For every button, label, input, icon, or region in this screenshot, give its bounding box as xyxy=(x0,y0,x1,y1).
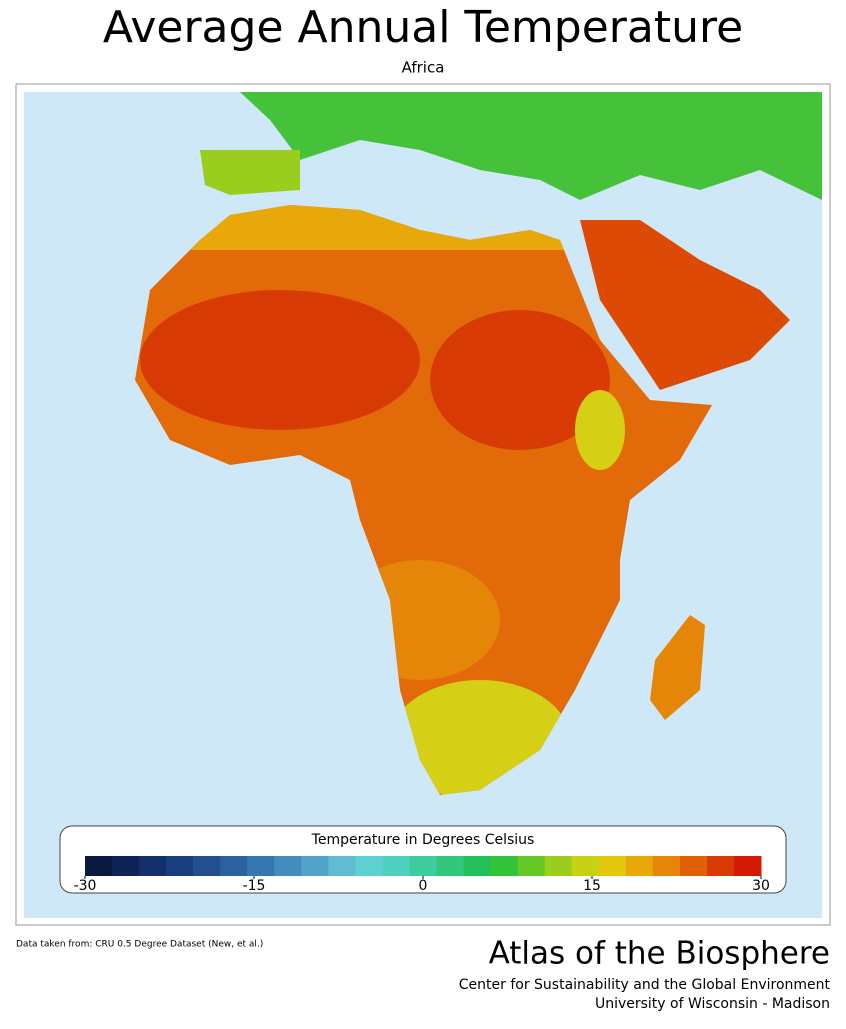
title: Average Annual Temperature xyxy=(103,2,743,53)
color-swatch xyxy=(220,856,248,876)
color-swatch xyxy=(436,856,465,876)
europe xyxy=(240,92,822,200)
color-swatch xyxy=(409,856,438,876)
color-swatch xyxy=(112,856,140,876)
source: Data taken from: CRU 0.5 Degree Dataset … xyxy=(16,940,263,950)
color-swatch xyxy=(463,856,492,876)
subtitle: Africa xyxy=(402,59,445,77)
colorbar: -30 -15 0 15 30 xyxy=(74,856,770,894)
color-swatch xyxy=(193,856,221,876)
color-swatch xyxy=(301,856,329,876)
tick-label: -15 xyxy=(243,878,266,894)
color-swatch xyxy=(382,856,410,876)
color-swatch xyxy=(355,856,383,876)
color-swatch xyxy=(85,856,113,876)
color-swatch xyxy=(571,856,600,876)
color-swatch xyxy=(274,856,302,876)
color-swatch xyxy=(652,856,681,876)
color-swatch xyxy=(706,856,735,876)
tick-label: -30 xyxy=(74,878,97,894)
color-swatch xyxy=(166,856,194,876)
color-swatch xyxy=(544,856,573,876)
brand: Atlas of the Biosphere xyxy=(489,936,830,972)
color-swatch xyxy=(247,856,275,876)
color-swatch xyxy=(598,856,627,876)
iberia xyxy=(200,150,300,195)
arabia xyxy=(580,220,790,390)
tick-label: 30 xyxy=(752,878,770,894)
color-swatch xyxy=(328,856,356,876)
color-swatch xyxy=(679,856,708,876)
color-swatch xyxy=(733,856,762,876)
color-swatch xyxy=(490,856,519,876)
university: University of Wisconsin - Madison xyxy=(595,996,830,1012)
color-swatch xyxy=(625,856,654,876)
center: Center for Sustainability and the Global… xyxy=(459,977,831,993)
legend-title: Temperature in Degrees Celsius xyxy=(311,832,535,848)
color-swatch xyxy=(517,856,546,876)
color-swatch xyxy=(139,856,167,876)
tick-label: 0 xyxy=(419,878,428,894)
tick-label: 15 xyxy=(583,878,601,894)
madagascar xyxy=(650,615,705,720)
